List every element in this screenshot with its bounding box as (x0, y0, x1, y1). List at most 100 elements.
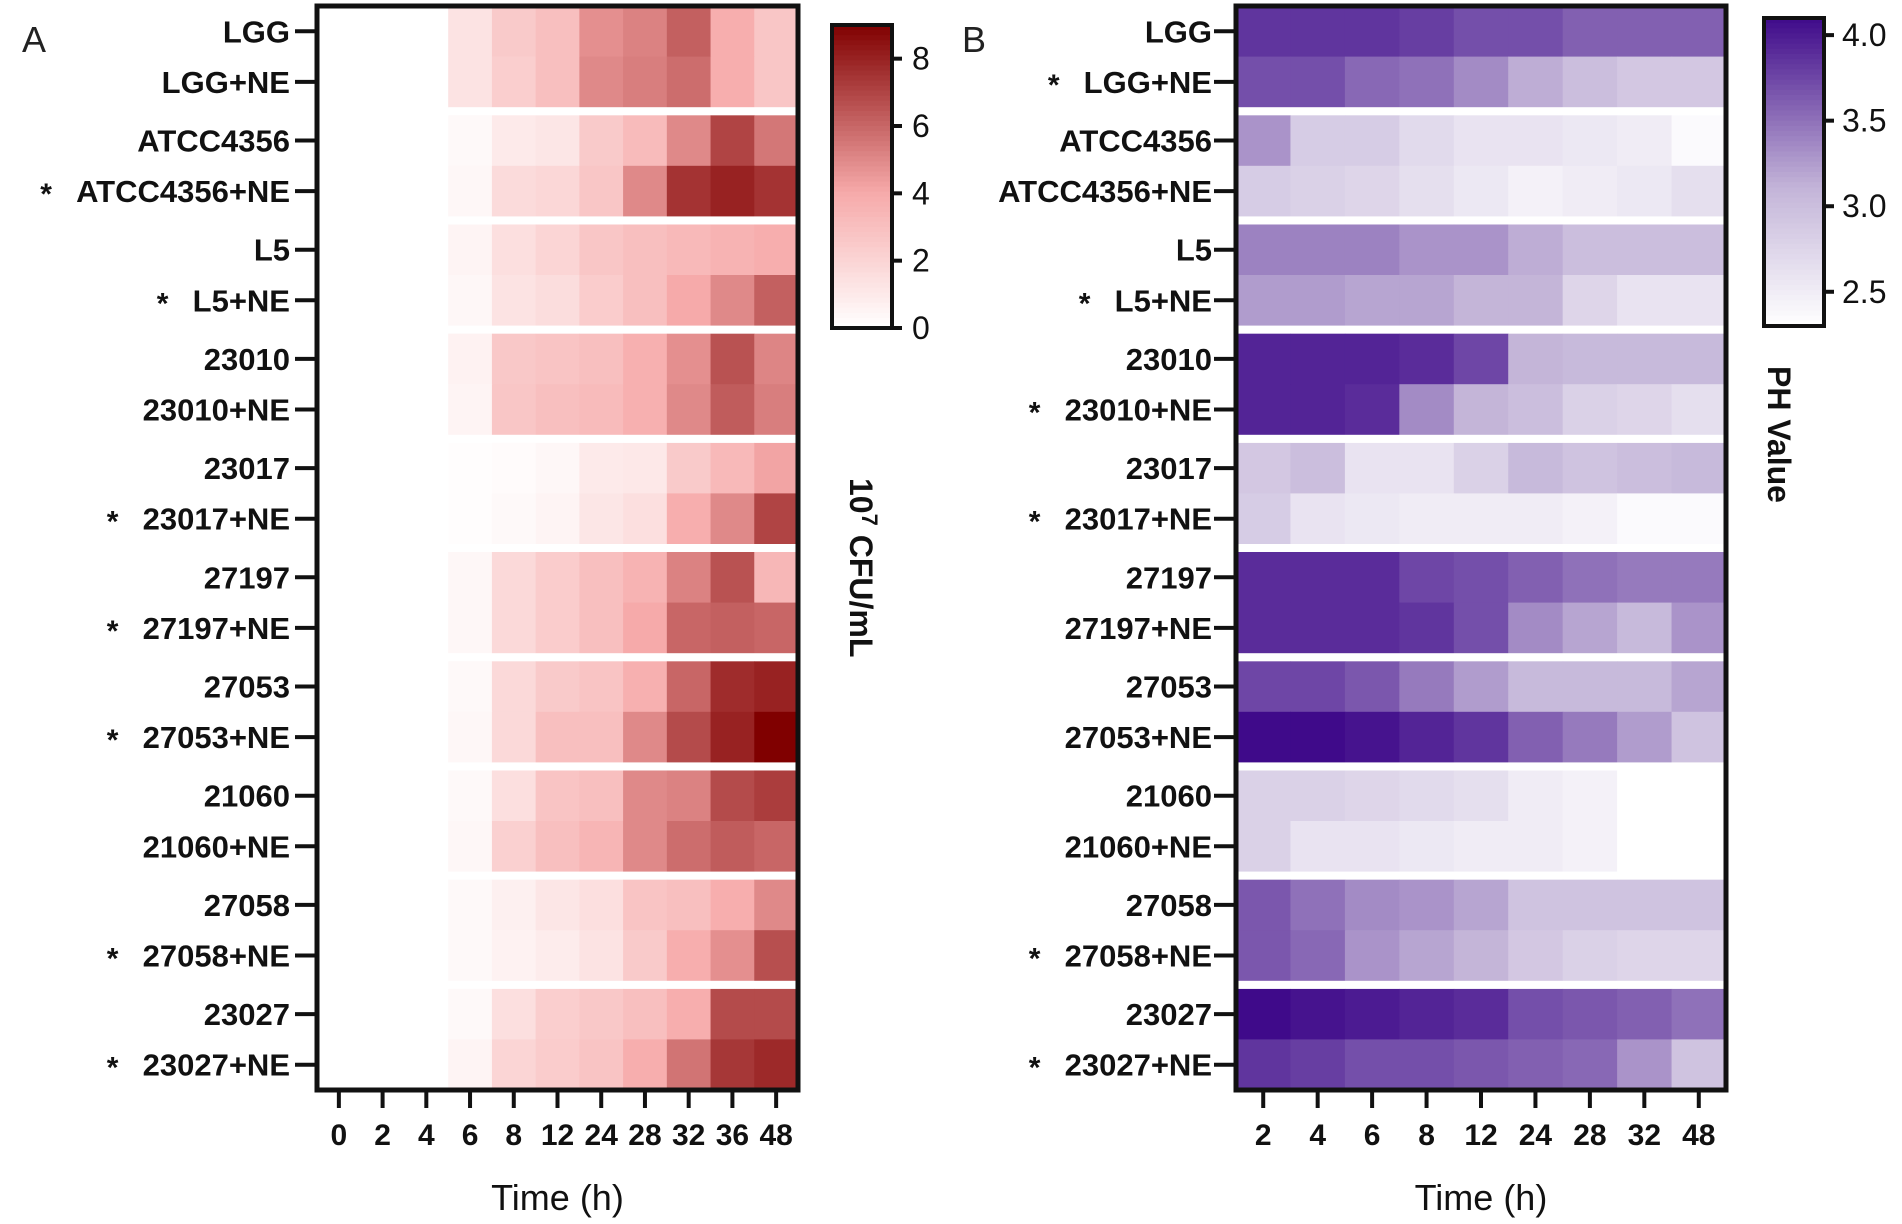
colorbar-segment (832, 252, 892, 258)
colorbar-segment (832, 136, 892, 142)
heatmap-cell (1290, 115, 1346, 167)
heatmap-cell (579, 711, 624, 763)
heatmap-cell (535, 988, 580, 1040)
heatmap-cell (404, 770, 449, 822)
heatmap-cell (448, 6, 493, 58)
heatmap-cell (1236, 821, 1292, 873)
colorbar-segment (832, 120, 892, 127)
heatmap-cell (579, 1039, 624, 1091)
heatmap-cell (1399, 224, 1455, 276)
colorbar-segment (832, 146, 892, 152)
heatmap-cell (1508, 115, 1564, 167)
x-tick-label: 6 (1364, 1119, 1381, 1152)
x-tick-label: 0 (331, 1119, 348, 1152)
heatmap-cell (317, 442, 362, 494)
colorbar-segment (832, 302, 892, 309)
heatmap-cell (1344, 115, 1400, 167)
x-tick-label: 28 (1573, 1119, 1606, 1152)
heatmap-cell (1344, 333, 1400, 385)
heatmap-cell (1617, 493, 1673, 545)
colorbar-segment (1764, 238, 1824, 245)
colorbar-segment (1764, 202, 1824, 209)
heatmap-cell (317, 821, 362, 873)
heatmap-cell (1236, 442, 1292, 494)
heatmap-cell (754, 988, 799, 1040)
row-label: ATCC4356 (1059, 124, 1212, 159)
group-separator (1236, 325, 1726, 334)
colorbar-segment (1764, 182, 1824, 188)
heatmap-cell (1399, 442, 1455, 494)
heatmap-cell (491, 493, 537, 545)
heatmap-cell (579, 493, 624, 545)
x-tick-label: 24 (1519, 1119, 1553, 1152)
colorbar-segment (832, 247, 892, 253)
heatmap-cell (1453, 384, 1509, 436)
colorbar-segment (832, 186, 892, 193)
heatmap-cell (1508, 770, 1564, 822)
group-separator (1236, 871, 1726, 880)
heatmap-cell (491, 275, 537, 327)
heatmap-cell (317, 115, 362, 167)
heatmap-cell (404, 711, 449, 763)
row-label: 21060 (204, 779, 290, 814)
heatmap-cell (535, 821, 580, 873)
group-separator (317, 325, 798, 334)
colorbar-segment (832, 282, 892, 289)
heatmap-cell (579, 552, 624, 604)
heatmap-cell (623, 711, 668, 763)
heatmap-cell (1617, 442, 1673, 494)
colorbar-segment (832, 25, 892, 31)
heatmap-cell (1290, 879, 1346, 931)
heatmap-cell (754, 115, 799, 167)
heatmap-cell (666, 821, 712, 873)
heatmap-cell (710, 115, 755, 167)
heatmap-cell (317, 988, 362, 1040)
heatmap-cell (1236, 770, 1292, 822)
x-tick-label: 8 (1418, 1119, 1435, 1152)
heatmap-cell (623, 988, 668, 1040)
colorbar-segment (832, 156, 892, 162)
heatmap-cell (710, 333, 755, 385)
significance-star: * (1079, 287, 1091, 320)
group-separator (317, 653, 798, 662)
colorbar-segment (1764, 95, 1824, 101)
x-tick-label: 4 (418, 1119, 435, 1152)
heatmap-cell (404, 988, 449, 1040)
heatmap-cell (1562, 930, 1618, 982)
heatmap-cell (710, 552, 755, 604)
heatmap-cell (1236, 1039, 1292, 1091)
significance-star: * (107, 506, 119, 539)
heatmap-cell (360, 493, 406, 545)
heatmap-cell (579, 333, 624, 385)
group-separator (317, 434, 798, 443)
heatmap-cell (1290, 821, 1346, 873)
colorbar-segment (832, 70, 892, 77)
colorbar-segment (832, 277, 892, 284)
heatmap-cell (710, 384, 755, 436)
heatmap-cell (1617, 224, 1673, 276)
colorbar-segment (832, 100, 892, 107)
heatmap-cell (579, 821, 624, 873)
heatmap-cell (1399, 711, 1455, 763)
colorbar-tick-label: 0 (912, 310, 930, 346)
heatmap-cell (579, 988, 624, 1040)
row-label: 27053 (204, 670, 290, 705)
heatmap-cell (535, 6, 580, 58)
heatmap-cell (448, 165, 493, 217)
colorbar-frame (830, 23, 894, 330)
heatmap-cell (360, 821, 406, 873)
colorbar-segment (832, 85, 892, 92)
significance-star: * (1029, 1052, 1041, 1085)
heatmap-cell (1508, 333, 1564, 385)
heatmap-cell (666, 661, 712, 713)
row-label: 23010+NE (1065, 393, 1212, 428)
heatmap-cell (448, 384, 493, 436)
colorbar-segment (832, 232, 892, 238)
row-label: 27058 (204, 888, 290, 923)
heatmap-cell (1344, 661, 1400, 713)
heatmap-cell (754, 384, 799, 436)
heatmap-cell (1671, 6, 1727, 58)
heatmap-cell (666, 442, 712, 494)
colorbar-segment (832, 90, 892, 97)
row-label: LGG+NE (162, 65, 290, 100)
